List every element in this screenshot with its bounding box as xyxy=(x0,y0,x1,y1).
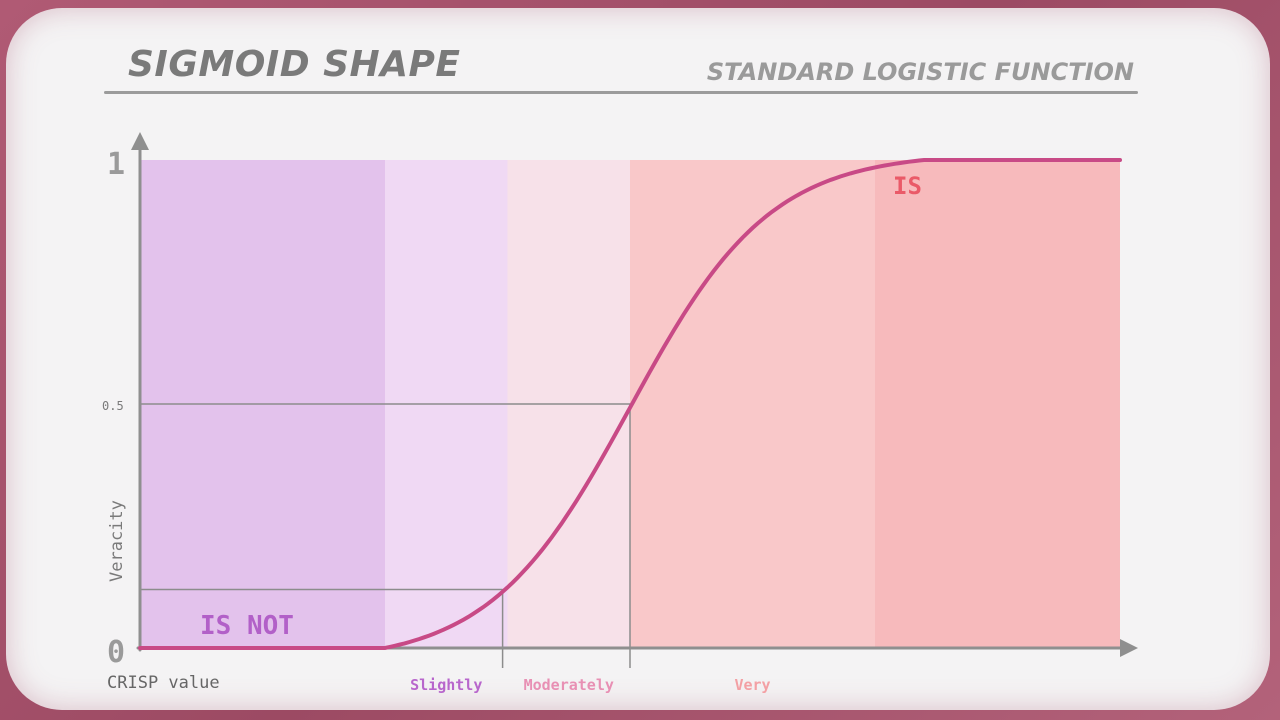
band-label-slightly: Slightly xyxy=(410,676,482,694)
y-tick-0: 0 xyxy=(107,635,125,670)
y-tick-0-5: 0.5 xyxy=(102,399,124,413)
page-title: SIGMOID SHAPE xyxy=(128,44,461,85)
band-3 xyxy=(630,160,875,648)
y-axis-arrow xyxy=(131,132,149,150)
title-divider xyxy=(104,91,1138,94)
is-not-label: IS NOT xyxy=(200,611,294,641)
y-axis-label: Veracity xyxy=(107,500,127,582)
y-tick-1: 1 xyxy=(107,147,125,182)
band-label-very: Very xyxy=(734,676,770,694)
is-label: IS xyxy=(893,172,922,200)
sigmoid-curve xyxy=(138,158,1122,650)
guide-lines xyxy=(140,403,631,668)
x-axis-arrow xyxy=(1120,639,1138,657)
band-4 xyxy=(875,160,1120,648)
band-label-moderately: Moderately xyxy=(524,676,614,694)
y-tick-labels: 00.51 xyxy=(102,147,125,670)
x-axis-label: CRISP value xyxy=(107,673,220,693)
band-labels: Slightly Moderately Very xyxy=(410,676,770,694)
page-subtitle: STANDARD LOGISTIC FUNCTION xyxy=(706,58,1134,86)
